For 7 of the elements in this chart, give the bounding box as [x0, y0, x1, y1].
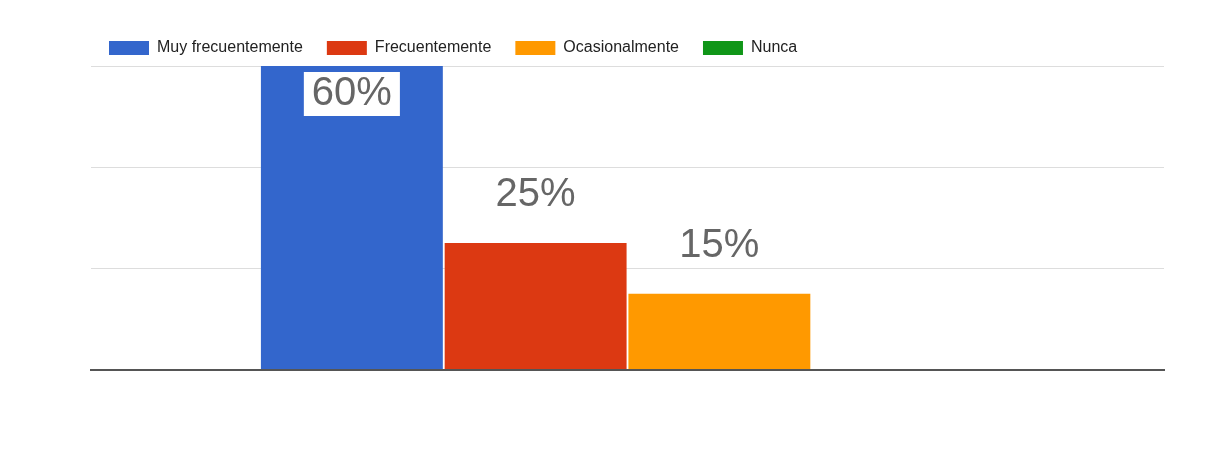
- data-label: 25%: [495, 170, 576, 215]
- legend-label: Frecuentemente: [374, 38, 492, 56]
- data-label: 60%: [311, 69, 392, 114]
- legend-label: Nunca: [750, 38, 798, 56]
- data-label: 15%: [679, 220, 760, 265]
- legend-label: Ocasionalmente: [563, 38, 680, 56]
- legend-label: Muy frecuentemente: [157, 38, 303, 56]
